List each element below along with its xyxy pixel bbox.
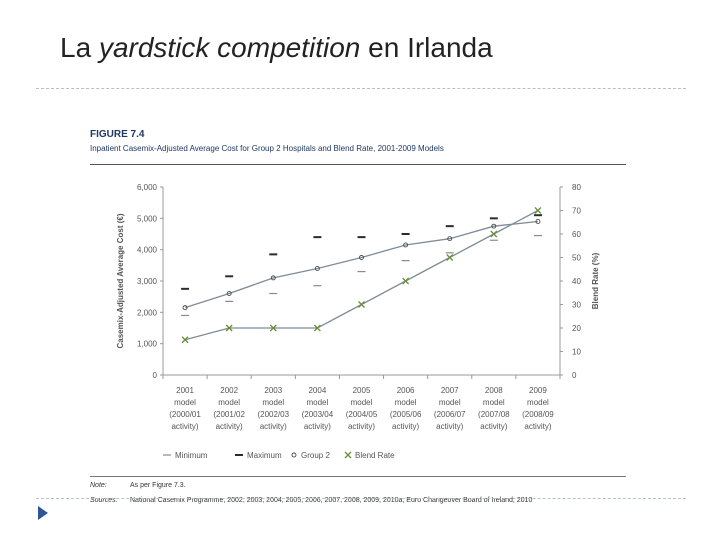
x-tick-label: activity) [392, 422, 419, 431]
y-tick-label-right: 40 [572, 277, 581, 286]
x-tick-label: model [395, 398, 417, 407]
x-tick-label: activity) [480, 422, 507, 431]
legend-blend-label: Blend Rate [355, 451, 395, 460]
legend-group2-label: Group 2 [301, 451, 330, 460]
group2-point [491, 223, 497, 229]
x-tick-label: model [262, 398, 284, 407]
group2-point [182, 305, 188, 311]
x-tick-label: activity) [216, 422, 243, 431]
x-tick-label: model [483, 398, 505, 407]
x-tick-label: (2001/02 [213, 410, 245, 419]
x-tick-label: model [351, 398, 373, 407]
y-tick-label-right: 70 [572, 207, 581, 216]
x-tick-label: 2009 [529, 386, 547, 395]
top-divider [36, 88, 686, 89]
y-tick-label-left: 1,000 [137, 340, 158, 349]
x-tick-label: activity) [436, 422, 463, 431]
blend-rate-point [402, 277, 410, 285]
x-tick-label: (2008/09 [522, 410, 554, 419]
x-tick-label: (2002/03 [257, 410, 289, 419]
y-tick-label-right: 30 [572, 301, 581, 310]
y-tick-label-right: 50 [572, 254, 581, 263]
figure-label: FIGURE 7.4 [90, 129, 145, 140]
y-tick-label-left: 6,000 [137, 183, 158, 192]
blend-rate-point [446, 254, 454, 261]
title-prefix: La [60, 32, 99, 63]
y-tick-label-right: 60 [572, 230, 581, 239]
y-tick-label-right: 10 [572, 348, 581, 357]
x-tick-label: (2007/08 [478, 410, 510, 419]
x-tick-label: (2000/01 [169, 410, 201, 419]
group2-point [226, 291, 232, 296]
y-tick-label-right: 20 [572, 324, 581, 333]
blend-rate-point [181, 336, 189, 344]
blend-rate-point [225, 324, 233, 332]
x-tick-label: 2008 [485, 386, 503, 395]
note-text: As per Figure 7.3. [130, 482, 186, 489]
figure-subtitle: Inpatient Casemix-Adjusted Average Cost … [90, 144, 444, 153]
blend-rate-point [534, 207, 542, 214]
title-suffix: en Irlanda [360, 32, 493, 63]
x-tick-label: (2003/04 [302, 410, 334, 419]
x-tick-label: activity) [348, 422, 375, 431]
y-tick-label-right: 0 [572, 371, 577, 380]
y-tick-label-left: 0 [153, 371, 158, 380]
blend-rate-point [269, 324, 277, 332]
blend-trend-line [184, 209, 539, 341]
blend-rate-point [490, 230, 498, 238]
x-tick-label: activity) [524, 422, 551, 431]
group2-trend-line [184, 220, 538, 309]
slide-title: La yardstick competition en Irlanda [60, 32, 493, 64]
note-rule [90, 476, 626, 477]
next-slide-triangle-icon[interactable] [38, 506, 48, 520]
x-tick-label: (2006/07 [434, 410, 466, 419]
group2-point [403, 242, 409, 248]
y-tick-label-left: 2,000 [137, 308, 158, 317]
y-tick-label-left: 4,000 [137, 246, 158, 255]
x-tick-label: 2005 [353, 386, 371, 395]
figure-rule [90, 164, 626, 165]
x-tick-label: 2006 [397, 386, 415, 395]
x-tick-label: model [306, 398, 328, 407]
x-tick-label: activity) [304, 422, 331, 431]
legend-minimum-label: Minimum [175, 451, 208, 460]
blend-rate-point [313, 324, 321, 332]
group2-point [535, 219, 541, 224]
x-tick-label: 2007 [441, 386, 459, 395]
x-tick-label: model [439, 398, 461, 407]
legend-maximum-label: Maximum [247, 451, 282, 460]
y-axis-title-left: Casemix-Adjusted Average Cost (€) [116, 213, 125, 348]
x-tick-label: 2001 [176, 386, 194, 395]
x-tick-label: (2004/05 [346, 410, 378, 419]
x-tick-label: activity) [260, 422, 287, 431]
y-axis-title-right: Blend Rate (%) [591, 252, 600, 309]
note-label: Note: [90, 482, 107, 489]
x-tick-label: 2003 [264, 386, 282, 395]
group2-point [270, 275, 276, 281]
x-tick-label: activity) [171, 422, 198, 431]
x-tick-label: model [218, 398, 240, 407]
x-tick-label: model [527, 398, 549, 407]
legend-group2-swatch [291, 452, 297, 458]
group2-point [314, 266, 320, 271]
y-tick-label-right: 80 [572, 183, 581, 192]
group2-point [359, 255, 364, 260]
legend-blend-swatch [344, 451, 352, 459]
x-tick-label: (2005/06 [390, 410, 422, 419]
x-tick-label: 2004 [308, 386, 326, 395]
title-emphasis: yardstick competition [98, 32, 361, 63]
sources-text: National Casemix Programme, 2002, 2003, … [130, 497, 533, 504]
y-tick-label-left: 3,000 [137, 277, 158, 286]
blend-rate-point [358, 301, 365, 308]
sources-label: Sources: [90, 497, 118, 504]
group2-point [447, 236, 453, 242]
x-tick-label: 2002 [220, 386, 238, 395]
bottom-divider [36, 498, 686, 499]
y-tick-label-left: 5,000 [137, 214, 158, 223]
x-tick-label: model [174, 398, 196, 407]
